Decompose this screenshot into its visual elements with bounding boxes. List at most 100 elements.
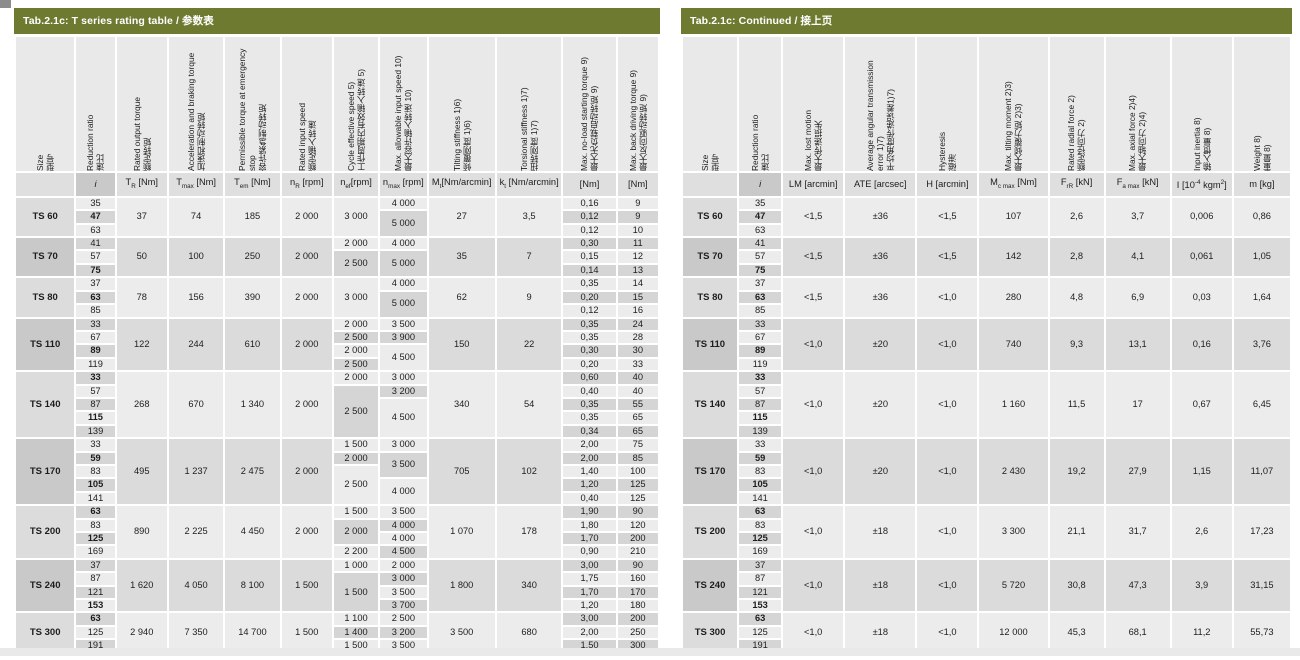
back-driving-torque-cell: 300 — [617, 640, 658, 652]
rated-input-speed-cell: 2 000 — [281, 238, 332, 277]
col-header-torsional-stiffness: Torsional stiffness 1)7) 扭转刚度 1)7) — [496, 37, 562, 171]
transmission-error-cell: ±18 — [845, 506, 916, 558]
rated-output-torque-cell: 37 — [116, 197, 167, 237]
max-input-speed-cell: 3 000 — [380, 372, 427, 384]
unit-weight: m [kg] — [1233, 173, 1290, 196]
starting-torque-cell: 0,20 — [563, 358, 616, 371]
max-input-speed-cell: 4 000 — [380, 519, 427, 532]
ratio-cell: 33 — [739, 372, 782, 384]
size-cell: TS 60 — [683, 197, 738, 237]
unit-angular-transmission-error: ATE [arcsec] — [845, 173, 916, 196]
rated-output-torque-cell: 495 — [116, 439, 167, 505]
ratio-cell: 63 — [739, 224, 782, 237]
rated-input-speed-cell: 2 000 — [281, 318, 332, 371]
torsional-stiffness-cell: 3,5 — [496, 197, 562, 237]
accel-braking-torque-cell: 1 237 — [168, 439, 224, 505]
rated-output-torque-cell: 1 620 — [116, 559, 167, 612]
ratio-cell: 37 — [739, 278, 782, 290]
unit-tilting-stiffness: Mt[Nm/arcmin] — [428, 173, 495, 196]
max-input-speed-cell: 3 500 — [380, 586, 427, 599]
ratio-cell: 153 — [739, 600, 782, 612]
back-driving-torque-cell: 200 — [617, 533, 658, 545]
col-header-cycle-effective-speed: Cycle effective speed 5) 工作周期内有效输入转速 5) — [333, 37, 379, 171]
header-row: Size 型号 Reduction ratio 速比 Max. lost motion 最… — [683, 37, 1290, 171]
tilting-moment-cell: 740 — [979, 318, 1048, 371]
tilting-moment-cell: 1 160 — [979, 372, 1048, 438]
back-driving-torque-cell: 40 — [617, 385, 658, 397]
axial-force-cell: 13,1 — [1105, 318, 1170, 371]
right-table-grid: Size 型号 Reduction ratio 速比 Max. lost motion 最… — [681, 35, 1292, 654]
rated-input-speed-cell: 2 000 — [281, 278, 332, 317]
hysteresis-cell: <1,0 — [917, 559, 978, 612]
table-row: 89 2 000 4 500 0,30 30 — [16, 345, 658, 371]
ratio-cell: 33 — [739, 318, 782, 330]
torsional-stiffness-cell: 22 — [496, 318, 562, 371]
back-driving-torque-cell: 24 — [617, 318, 658, 330]
max-input-speed-cell: 3 000 — [380, 573, 427, 585]
starting-torque-cell: 0,16 — [563, 197, 616, 210]
table-row: 191 1 500 3 500 1,50 300 — [16, 640, 658, 652]
starting-torque-cell: 0,90 — [563, 546, 616, 558]
input-inertia-cell: 0,03 — [1171, 278, 1232, 317]
radial-force-cell: 21,1 — [1049, 506, 1104, 558]
table-row: 125 1 400 3 200 2,00 250 — [16, 626, 658, 639]
cycle-speed-cell: 2 500 — [333, 465, 379, 505]
ratio-cell: 75 — [76, 264, 115, 277]
ratio-cell: 35 — [739, 197, 782, 210]
ratio-cell: 125 — [739, 533, 782, 545]
torsional-stiffness-cell: 680 — [496, 613, 562, 652]
weight-cell: 55,73 — [1233, 613, 1290, 652]
ratio-cell: 47 — [76, 211, 115, 223]
max-input-speed-cell: 4 000 — [380, 479, 427, 505]
back-driving-torque-cell: 40 — [617, 372, 658, 384]
max-input-speed-cell: 3 500 — [380, 318, 427, 330]
table-row: 169 2 200 4 500 0,90 210 — [16, 546, 658, 558]
ratio-cell: 87 — [76, 398, 115, 411]
max-input-speed-cell: 4 000 — [380, 238, 427, 250]
table-row: 63 0,12 10 — [16, 224, 658, 237]
size-cell: TS 300 — [683, 613, 738, 652]
unit-rated-radial-force: FrR [kN] — [1049, 173, 1104, 196]
cycle-speed-cell: 2 000 — [333, 238, 379, 250]
ratio-cell: 89 — [76, 345, 115, 357]
ratio-cell: 119 — [76, 358, 115, 371]
table-row: 87 — [683, 573, 1290, 585]
back-driving-torque-cell: 100 — [617, 465, 658, 478]
max-input-speed-cell: 4 500 — [380, 345, 427, 371]
emergency-stop-torque-cell: 2 475 — [225, 439, 280, 505]
ratio-cell: 191 — [76, 640, 115, 652]
table-row: TS 110 33 122 244 610 2 000 2 000 3 500 150 22 0,3… — [16, 318, 658, 371]
ratio-cell: 63 — [76, 506, 115, 518]
right-table-title: Tab.2.1c: Continued / 接上页 — [681, 8, 1292, 34]
ratio-cell: 115 — [76, 412, 115, 424]
rated-input-speed-cell: 1 500 — [281, 559, 332, 612]
cycle-speed-cell: 2 000 — [333, 372, 379, 384]
ratio-cell: 57 — [739, 385, 782, 397]
max-input-speed-cell: 4 000 — [380, 197, 427, 210]
table-row: 83 — [683, 465, 1290, 478]
cycle-speed-cell: 2 000 — [333, 519, 379, 545]
cycle-speed-cell: 3 000 — [333, 278, 379, 317]
back-driving-torque-cell: 9 — [617, 211, 658, 223]
back-driving-torque-cell: 160 — [617, 573, 658, 585]
cycle-speed-cell: 1 500 — [333, 640, 379, 652]
page-footer-strip — [0, 648, 1300, 656]
left-table-grid: Size 型号 Reduction ratio 速比 Rated output torq… — [14, 35, 660, 654]
table-row: 67 — [683, 331, 1290, 344]
rated-output-torque-cell: 268 — [116, 372, 167, 438]
table-row: 63 — [683, 224, 1290, 237]
cycle-speed-cell: 2 000 — [333, 345, 379, 357]
ratio-cell: 87 — [739, 573, 782, 585]
rated-output-torque-cell: 890 — [116, 506, 167, 558]
cycle-speed-cell: 1 400 — [333, 626, 379, 639]
table-row: 153 3 700 1,20 180 — [16, 600, 658, 612]
starting-torque-cell: 0,35 — [563, 412, 616, 424]
cycle-speed-cell: 3 000 — [333, 197, 379, 237]
accel-braking-torque-cell: 244 — [168, 318, 224, 371]
table-row: TS 60 35 <1,5 ±36 <1,5 107 2,6 3,7 0,006 0,86 — [683, 197, 1290, 237]
rated-output-torque-cell: 122 — [116, 318, 167, 371]
table-row: TS 140 33 268 670 1 340 2 000 2 000 3 000 340 54 0… — [16, 372, 658, 438]
table-row: 119 2 500 0,20 33 — [16, 358, 658, 371]
starting-torque-cell: 1,90 — [563, 506, 616, 518]
tilting-moment-cell: 2 430 — [979, 439, 1048, 505]
